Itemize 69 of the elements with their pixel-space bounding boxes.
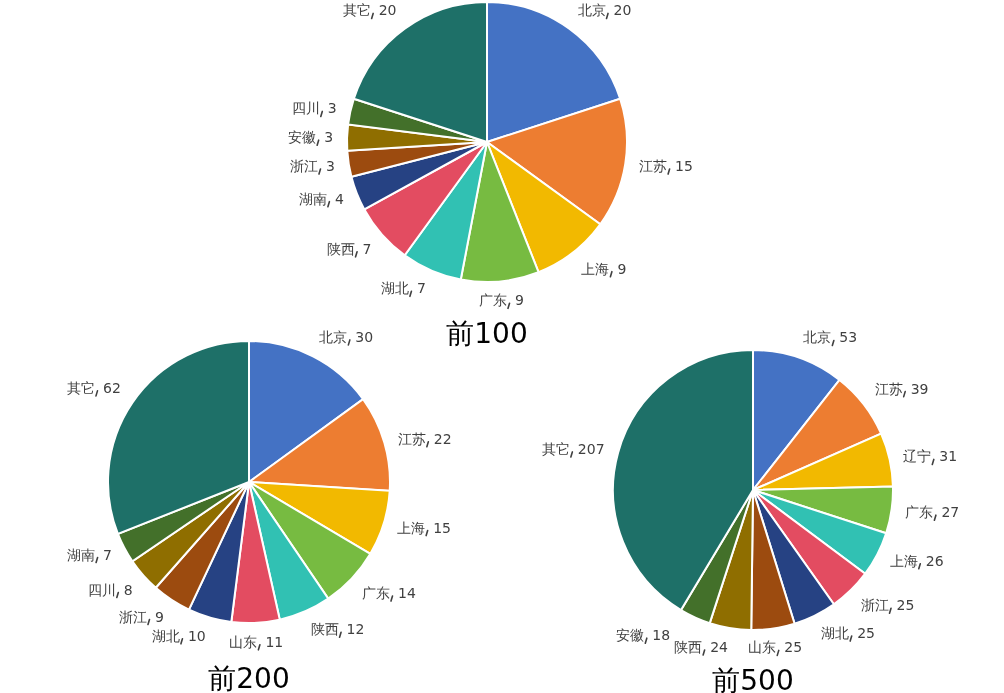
slice-label: 江苏 [639,158,668,175]
slice-label: 北京 [319,328,348,345]
slice-label: 湖北 [821,625,850,642]
slice-label: 广东 [479,292,508,309]
data-label: 31 [939,448,958,465]
data-label: 10 [187,627,206,644]
slice-label: 北京 [803,329,832,346]
slice-label: 北京 [577,2,606,19]
data-label: 15 [675,158,693,175]
data-label: 9 [617,260,627,277]
data-label: 15 [433,519,451,536]
slice-label: 湖北 [151,627,180,644]
data-label: 12 [346,621,365,638]
slice-label: 山东 [748,639,777,656]
slice-label: 山东 [229,633,258,650]
data-label: 11 [265,633,284,650]
slice-label: 其它 [342,2,371,19]
data-label: 25 [857,625,876,642]
slice-label: 四川 [291,100,320,117]
data-label: 20 [378,2,397,19]
slice-label: 陕西 [674,638,703,655]
data-label: 7 [362,240,372,257]
text: 前200 [208,662,290,693]
data-label: 9 [515,292,524,309]
data-label: 20 [613,2,632,19]
slice-label: 广东 [905,504,934,521]
slice-label: 江苏 [397,430,426,447]
slice-label: 湖南 [298,190,327,207]
slice-label: 安徽 [616,627,645,644]
slice-label: 上海 [889,552,918,569]
slice-label: 陕西 [310,621,339,638]
slice-label: 湖北 [380,280,409,297]
slice-label: 上海 [581,260,610,277]
slice-label: 四川 [87,581,116,598]
data-label: 27 [941,504,960,521]
slice-label: 广东 [361,585,390,602]
data-label: 3 [325,158,335,175]
data-label: 39 [910,380,929,397]
data-label: 4 [334,190,344,207]
data-label: 8 [123,581,133,598]
slice-label: 浙江 [289,158,318,175]
slice-label: 其它 [66,379,95,396]
data-label: 62 [102,379,121,396]
slice-label: 陕西 [326,240,355,257]
data-label: 3 [324,129,334,146]
data-label: 207 [577,440,605,457]
data-label: 25 [896,597,915,614]
data-label: 18 [652,627,671,644]
data-label: 30 [355,328,374,345]
data-label: 14 [397,585,416,602]
slice-label: 浙江 [860,597,889,614]
data-label: 9 [154,608,164,625]
data-label: 53 [839,329,858,346]
slice-label: 安徽 [288,129,317,146]
slice-label: 辽宁 [903,448,932,465]
slice-label: 浙江 [118,608,147,625]
data-label: 22 [433,430,452,447]
data-label: 3 [327,100,337,117]
text: 前100 [446,317,528,350]
data-label: 7 [103,546,113,563]
slice-label: 湖南 [67,546,96,563]
slice-label: 上海 [397,519,426,536]
slice-label: 其它 [541,440,570,457]
text: 前500 [712,664,794,693]
data-label: 26 [925,552,944,569]
slice-label: 江苏 [874,380,903,397]
data-label: 25 [784,639,803,656]
data-label: 7 [416,280,426,297]
data-label: 24 [710,638,729,655]
